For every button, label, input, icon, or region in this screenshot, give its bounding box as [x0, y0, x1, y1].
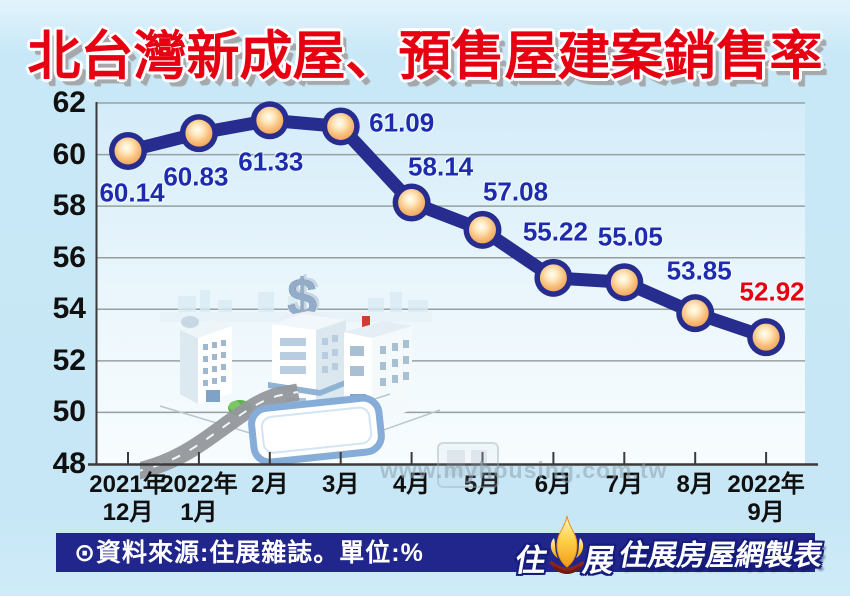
source-note: ⊙資料來源:住展雜誌。單位:%: [74, 539, 424, 567]
data-label: 61.33: [238, 146, 304, 177]
data-label: 57.08: [482, 176, 549, 207]
x-axis-label: 2月: [251, 471, 289, 498]
x-axis-label: 2021年 12月: [89, 471, 167, 526]
y-axis-label: 50: [52, 395, 86, 429]
y-axis-label: 56: [52, 240, 86, 274]
x-axis-label: 2022年 9月: [727, 471, 805, 526]
x-axis-label: 3月: [322, 471, 360, 498]
data-label: 52.92: [739, 276, 805, 307]
data-label: 61.09: [369, 107, 435, 138]
y-axis-label: 58: [52, 189, 86, 223]
watermark-url: www.myhousing.com.tw: [380, 457, 668, 483]
credit-text: 住展房屋網製表: [616, 540, 826, 572]
y-axis-label: 60: [52, 137, 86, 171]
x-axis-label: 4月: [392, 471, 431, 498]
data-label: 53.85: [666, 255, 732, 286]
x-axis-label: 7月: [605, 471, 643, 498]
data-label: 55.05: [597, 221, 663, 252]
x-axis-label: 6月: [534, 471, 573, 498]
data-label: 60.83: [163, 161, 229, 192]
footer-bar: [56, 533, 815, 572]
x-axis-label: 8月: [676, 471, 714, 498]
data-label: 58.14: [408, 151, 474, 182]
flame-icon: [548, 515, 586, 574]
data-label: 60.14: [99, 177, 165, 208]
page-title: 北台灣新成屋、預售屋建案銷售率: [27, 27, 823, 86]
watermark-stamp-icon: [437, 442, 499, 488]
y-axis-label: 54: [52, 292, 86, 326]
y-axis-label: 62: [52, 86, 86, 119]
data-label: 55.22: [522, 216, 588, 247]
logo-char-zhan: 展: [580, 543, 618, 578]
y-axis-label: 48: [52, 447, 86, 480]
y-axis-label: 52: [52, 343, 86, 377]
x-axis-label: 2022年 1月: [160, 471, 238, 526]
